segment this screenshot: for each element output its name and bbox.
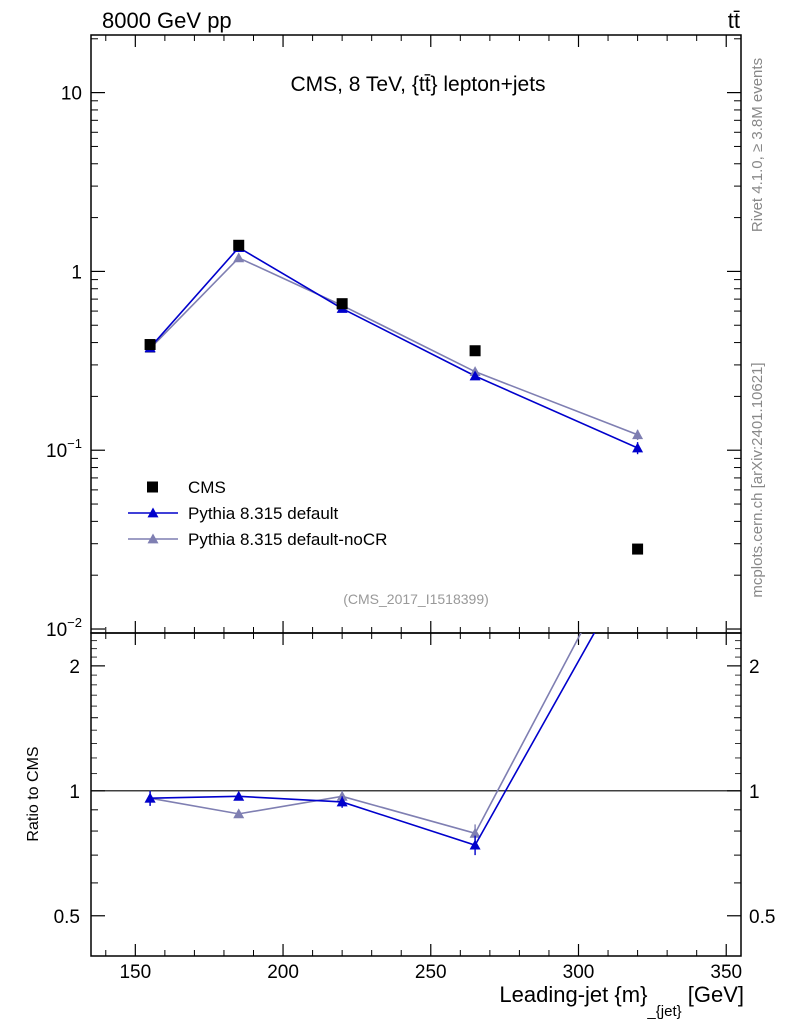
x-tick-label: 150 [119,962,151,983]
ratio-point [336,790,348,801]
ratio-line [149,633,582,835]
rivet-label: Rivet 4.1.0, ≥ 3.8M events [749,58,766,232]
y-tick-base: 10 [46,620,67,641]
data-point [469,370,481,381]
x-axis-label-sub: _{jet} [646,1003,681,1020]
data-point [336,298,348,310]
ratio-plot-area [144,520,643,856]
ratio-y-tick-label: 0.5 [54,907,80,928]
ratio-point [144,792,156,803]
legend-label: CMS [188,478,226,497]
ratio-y-tick-label: 1 [69,782,80,803]
y-tick-label: 10−2 [46,615,82,641]
y-tick-label: 10 [61,84,82,105]
x-axis-label-main: Leading-jet {m} [499,982,647,1007]
legend-label: Pythia 8.315 default [188,504,339,523]
ratio-y-tick-label-right: 1 [749,782,760,803]
ratio-plot-frame [90,632,742,957]
legend-label: Pythia 8.315 default-noCR [188,530,387,549]
data-point [632,429,644,440]
x-tick-label: 300 [563,962,595,983]
process-label: tt̄ [728,8,740,33]
y-tick-exp: −2 [67,615,82,630]
ratio-point [469,827,481,838]
data-point [144,339,156,351]
x-tick-label: 200 [267,962,299,983]
ratio-point [233,790,245,801]
x-axis-label-unit: [GeV] [682,982,744,1007]
ratio-point [233,808,245,819]
legend-marker [147,507,159,518]
y-tick-exp: −1 [67,436,82,451]
data-point [632,442,644,453]
ratio-y-tick-label: 2 [69,657,80,678]
axis-ticks [91,35,741,956]
x-tick-label: 350 [710,962,742,983]
x-axis-label: Leading-jet {m}_{jet} [GeV] [499,982,744,1020]
series-line [149,246,638,449]
legend: CMS Pythia 8.315 default Pythia 8.315 defa… [128,478,387,549]
ratio-point [632,520,643,530]
series-line [149,256,638,436]
data-point [632,543,644,555]
plot-title: CMS, 8 TeV, {tt̄} lepton+jets [290,73,545,96]
data-point [469,345,481,357]
x-tick-label: 250 [415,962,447,983]
legend-marker [147,533,159,544]
ratio-series [144,520,643,856]
ratio-point [469,839,481,850]
ratio-point [336,796,348,807]
y-tick-base: 10 [46,441,67,462]
source-label: mcplots.cern.ch [arXiv:2401.10621] [749,362,766,597]
ratio-ylabel: Ratio to CMS [25,746,42,841]
ratio-y-tick-label-right: 0.5 [749,907,775,928]
energy-label: 8000 GeV pp [102,8,232,33]
y-tick-label: 1 [71,262,82,283]
analysis-id: (CMS_2017_I1518399) [343,591,489,607]
data-point [233,252,245,263]
ratio-y-tick-label-right: 2 [749,657,760,678]
data-point [233,239,245,251]
legend-marker [147,481,158,493]
main-series [144,239,644,555]
y-tick-label: 10−1 [46,436,82,462]
